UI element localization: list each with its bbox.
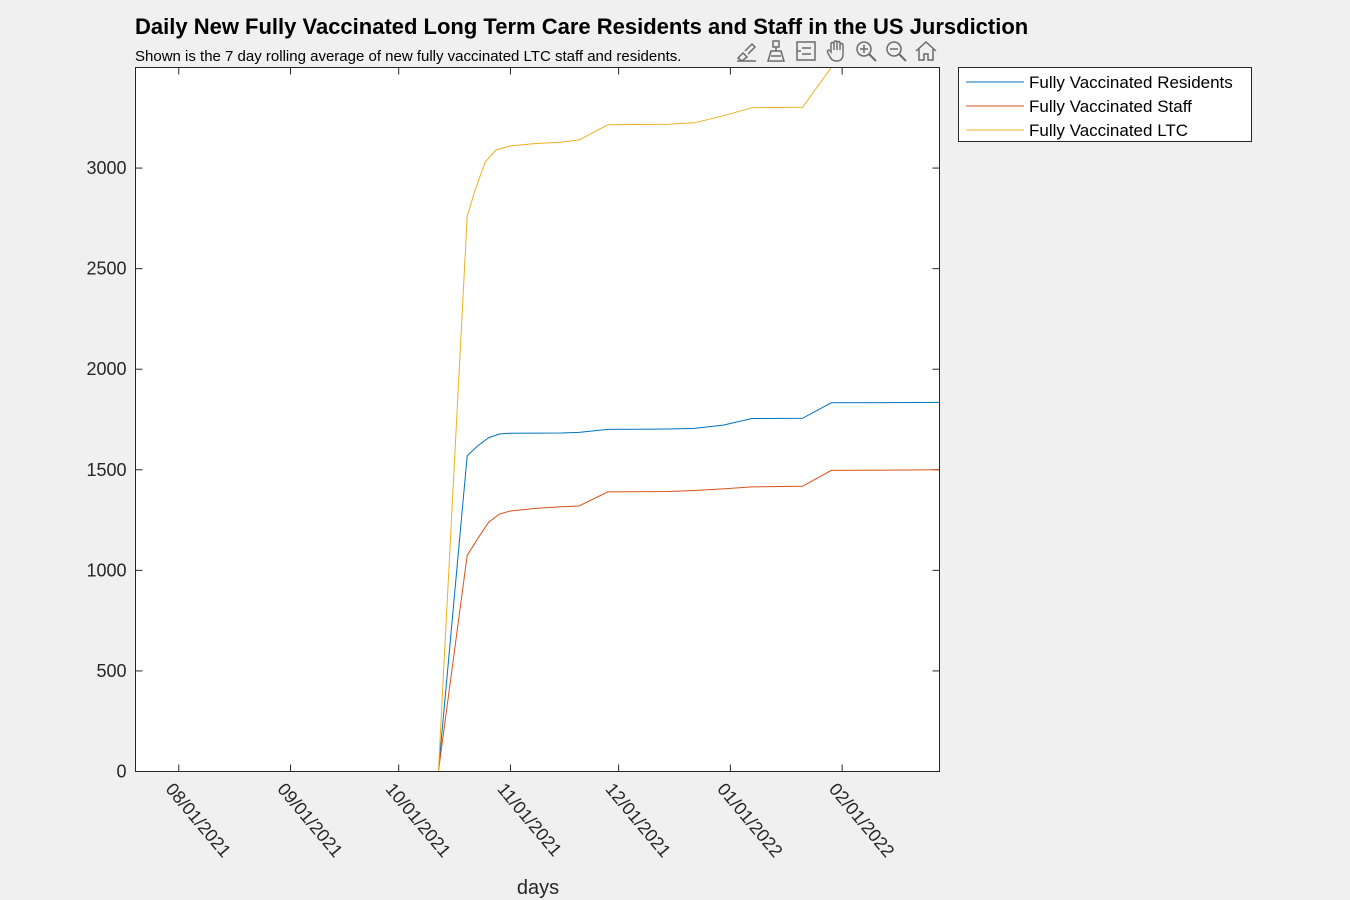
y-tick-label: 2500 [86, 259, 126, 279]
x-tick-labels: 08/01/2021 09/01/2021 10/01/2021 11/01/2021… [162, 779, 899, 861]
x-tick-label: 01/01/2022 [713, 779, 786, 861]
legend-label: Fully Vaccinated Residents [1029, 73, 1233, 92]
y-tick-label: 3000 [86, 158, 126, 178]
axis-ticks [135, 67, 940, 772]
data-tip-icon[interactable] [762, 37, 790, 65]
legend[interactable]: Fully Vaccinated Residents Fully Vaccinat… [958, 67, 1252, 142]
datatip-list-icon[interactable] [792, 37, 820, 65]
x-tick-label: 11/01/2021 [493, 779, 565, 860]
plot-area [135, 67, 940, 772]
x-tick-label: 10/01/2021 [382, 779, 455, 861]
zoom-out-icon[interactable] [882, 37, 910, 65]
y-tick-label: 1500 [86, 460, 126, 480]
series-line-3 [135, 67, 940, 772]
y-tick-label: 2000 [86, 359, 126, 379]
series-line-1 [135, 401, 940, 772]
y-tick-label: 0 [116, 762, 126, 782]
series-lines [135, 67, 940, 772]
legend-label: Fully Vaccinated Staff [1029, 97, 1192, 116]
pan-icon[interactable] [822, 37, 850, 65]
x-axis-label: days [517, 877, 559, 899]
zoom-in-icon[interactable] [852, 37, 880, 65]
home-icon[interactable] [912, 37, 940, 65]
y-tick-label: 1000 [86, 560, 126, 580]
chart-title: Daily New Fully Vaccinated Long Term Car… [135, 14, 1028, 39]
x-tick-label: 08/01/2021 [162, 779, 235, 861]
y-tick-labels: 0 500 1000 1500 2000 2500 3000 [86, 158, 126, 781]
x-tick-label: 02/01/2022 [825, 779, 898, 861]
plot-frame [135, 67, 940, 772]
axes-toolbar [732, 37, 940, 65]
series-line-2 [135, 469, 940, 772]
y-tick-label: 500 [96, 661, 126, 681]
brush-icon[interactable] [732, 37, 760, 65]
chart-subtitle: Shown is the 7 day rolling average of ne… [135, 48, 681, 65]
x-tick-label: 12/01/2021 [602, 779, 675, 861]
x-tick-label: 09/01/2021 [273, 779, 346, 861]
legend-label: Fully Vaccinated LTC [1029, 121, 1188, 140]
legend-box [958, 67, 1252, 142]
